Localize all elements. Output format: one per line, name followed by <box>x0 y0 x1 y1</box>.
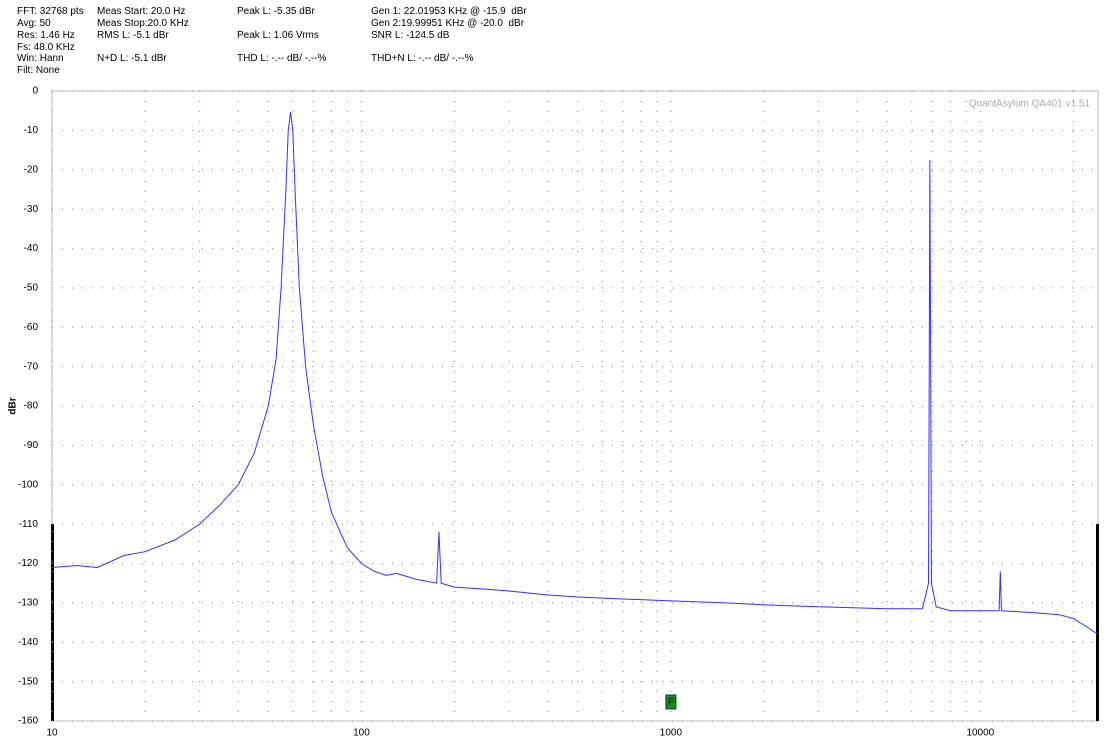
x-tick-label: 10 <box>46 728 58 739</box>
x-tick-label: 100 <box>353 728 370 739</box>
readout: THD+N L: -.-- dB/ -.--% <box>371 53 474 64</box>
readout: Gen 2:19.99951 KHz @ -20.0 dBr <box>371 18 525 29</box>
y-tick-label: -60 <box>24 322 39 333</box>
y-tick-label: -10 <box>24 125 39 136</box>
edge-bar <box>1096 524 1099 721</box>
watermark: QuantAsylum QA401 v1.51 <box>969 99 1091 110</box>
spectrum-line <box>51 112 1099 635</box>
readout: Avg: 50 <box>17 18 51 29</box>
readout: SNR L: -124.5 dB <box>371 30 450 41</box>
y-tick-label: -30 <box>24 204 39 215</box>
y-tick-label: -130 <box>18 598 38 609</box>
y-tick-label: -70 <box>24 361 39 372</box>
y-tick-label: -160 <box>18 716 38 727</box>
x-tick-label: 1000 <box>660 728 683 739</box>
y-tick-label: -140 <box>18 637 38 648</box>
readout: Fs: 48.0 KHz <box>17 42 75 53</box>
y-tick-label: -120 <box>18 558 38 569</box>
readout: Res: 1.46 Hz <box>17 30 75 41</box>
y-tick-label: -50 <box>24 283 39 294</box>
y-tick-label: -150 <box>18 676 38 687</box>
y-tick-label: -80 <box>24 401 39 412</box>
readout: THD L: -.-- dB/ -.--% <box>237 53 327 64</box>
readout: RMS L: -5.1 dBr <box>97 30 169 41</box>
readout: Meas Start: 20.0 Hz <box>97 6 186 17</box>
readout: N+D L: -5.1 dBr <box>97 53 167 64</box>
marker-label: F <box>668 696 674 706</box>
plot-frame <box>51 90 1099 722</box>
readout: FFT: 32768 pts <box>17 6 84 17</box>
y-tick-label: 0 <box>32 86 38 97</box>
readout: Peak L: 1.06 Vrms <box>237 30 319 41</box>
marker <box>665 694 677 710</box>
y-tick-label: -110 <box>19 519 39 530</box>
y-axis-label: dBr <box>8 397 19 414</box>
readout: Meas Stop:20.0 KHz <box>97 18 189 29</box>
x-tick-label: 10000 <box>966 728 994 739</box>
y-tick-label: -20 <box>24 164 39 175</box>
edge-bar <box>51 524 54 721</box>
y-tick-label: -40 <box>24 243 39 254</box>
readout: Win: Hann <box>17 53 64 64</box>
readout: Filt: None <box>17 65 60 76</box>
y-tick-label: -90 <box>24 440 39 451</box>
readout: Gen 1: 22.01953 KHz @ -15.9 dBr <box>371 6 527 17</box>
y-tick-label: -100 <box>18 479 38 490</box>
readout: Peak L: -5.35 dBr <box>237 6 315 17</box>
